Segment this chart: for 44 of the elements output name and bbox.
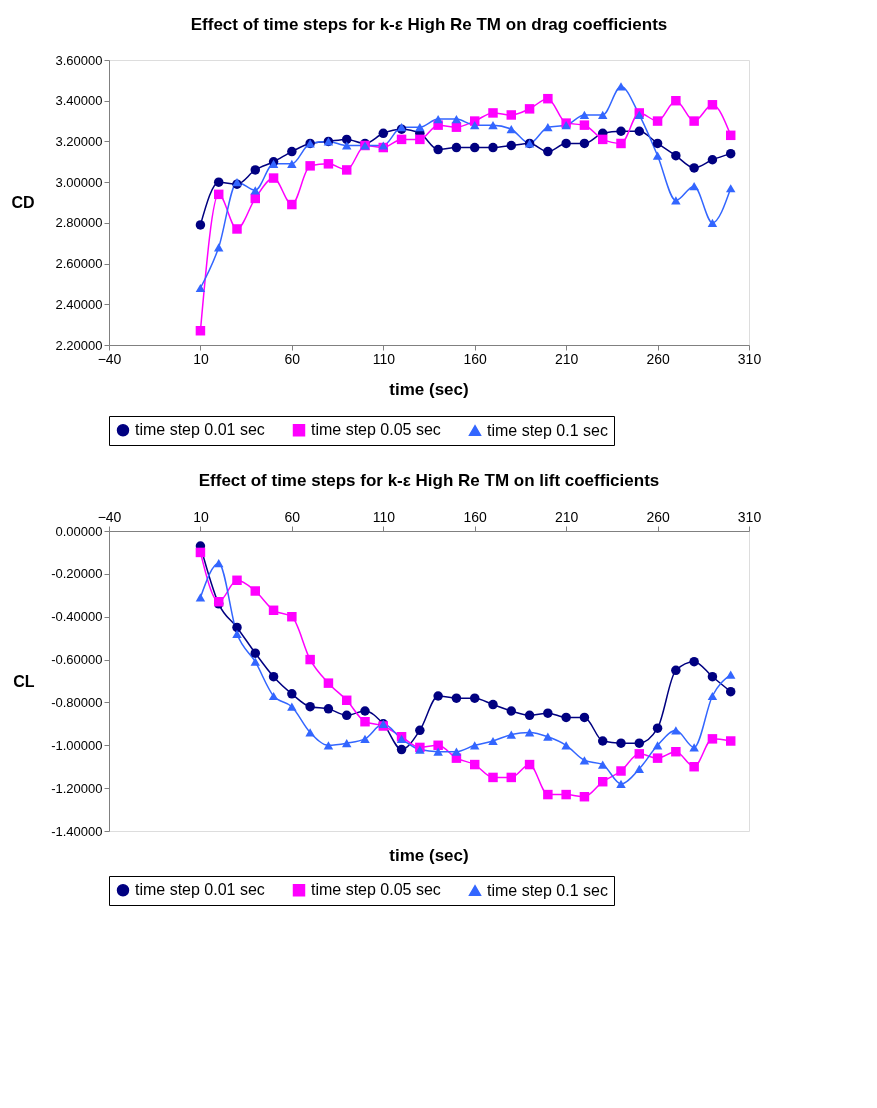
legend-label: time step 0.01 sec [135, 881, 265, 899]
x-tick-label: 10 [193, 350, 209, 367]
x-tick-label: 110 [372, 508, 396, 525]
x-tick-label: 160 [463, 508, 488, 525]
x-axis-title: time (sec) [389, 380, 469, 399]
y-tick-label: -1.00000 [51, 737, 103, 753]
y-tick-label: -0.40000 [51, 609, 103, 625]
y-tick-label: 3.20000 [55, 133, 103, 149]
chart-title: Effect of time steps for k-ε High Re TM on drag coefficients [190, 15, 668, 34]
y-axis-title: CD [11, 194, 35, 211]
y-tick-label: -1.40000 [51, 823, 103, 839]
x-tick-label: 110 [372, 350, 396, 367]
x-tick-label: 10 [193, 508, 209, 525]
legend-label: time step 0.01 sec [135, 421, 265, 439]
x-tick-label: 210 [554, 508, 579, 525]
x-tick-label: 310 [737, 350, 762, 367]
y-tick-label: -0.20000 [51, 566, 103, 582]
y-tick-label: 0.00000 [55, 523, 103, 539]
legend-label: time step 0.05 sec [311, 421, 441, 439]
x-tick-label: −40 [97, 350, 122, 367]
y-tick-label: -0.80000 [51, 694, 103, 710]
legend-label: time step 0.1 sec [487, 881, 608, 899]
x-axis-title: time (sec) [389, 846, 469, 865]
y-tick-label: 3.00000 [55, 174, 103, 190]
x-tick-label: 260 [646, 350, 670, 367]
x-tick-label: 260 [646, 508, 670, 525]
y-tick-label: 2.20000 [55, 337, 103, 353]
y-tick-label: 2.80000 [55, 215, 103, 231]
y-tick-label: 3.60000 [55, 52, 103, 68]
y-tick-label: 2.40000 [55, 296, 103, 312]
x-tick-label: 210 [554, 350, 579, 367]
y-tick-label: -1.20000 [51, 780, 103, 796]
legend-label: time step 0.05 sec [311, 881, 441, 899]
x-tick-label: −40 [97, 508, 122, 525]
x-tick-label: 60 [284, 350, 301, 367]
x-tick-label: 310 [737, 508, 762, 525]
chart-title: Effect of time steps for k-ε High Re TM on lift coefficients [198, 471, 660, 490]
y-tick-label: 3.40000 [55, 93, 103, 109]
y-tick-label: 2.60000 [55, 256, 103, 272]
y-axis-title: CL [13, 672, 35, 690]
legend-label: time step 0.1 sec [487, 421, 608, 439]
y-tick-label: -0.60000 [51, 652, 103, 668]
x-tick-label: 160 [463, 350, 488, 367]
x-tick-label: 60 [284, 508, 301, 525]
